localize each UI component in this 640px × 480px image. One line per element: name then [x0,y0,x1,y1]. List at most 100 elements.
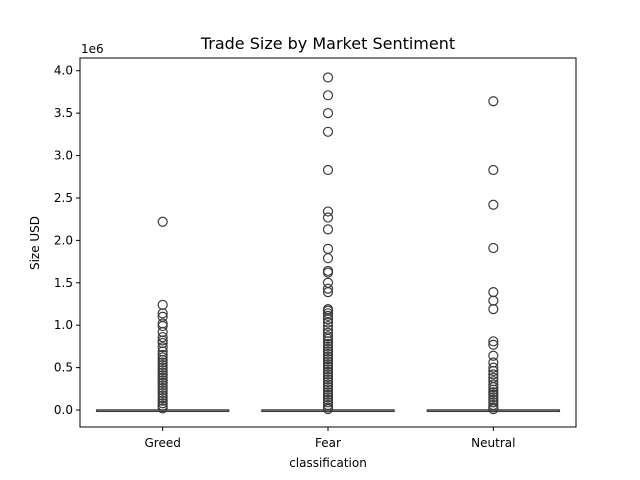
y-tick-label: 1.5 [54,276,73,290]
outlier-point [322,341,334,352]
chart-title: Trade Size by Market Sentiment [200,34,455,53]
y-tick-label: 4.0 [54,64,73,78]
outlier-point [322,314,334,325]
outlier-point [322,404,334,415]
outlier-point [488,199,499,210]
outlier-point [488,339,499,350]
outlier-point [488,387,499,398]
outlier-point [322,287,334,298]
outlier-point [157,398,168,409]
outlier-point [322,387,334,398]
outlier-point [488,365,499,377]
outlier-point [322,374,334,385]
outlier-point [157,390,168,401]
outlier-point [322,317,334,328]
outlier-point [322,359,334,370]
x-tick-label: Greed [144,436,180,450]
outlier-point [157,403,168,414]
outlier-point [157,331,168,343]
outlier-point [322,224,334,235]
outlier-point [322,389,334,400]
outlier-point [322,348,334,360]
outlier-point [322,283,334,294]
outlier-point [322,164,334,176]
outlier-point [322,108,334,119]
outlier-point [322,369,334,380]
outlier-point [157,380,168,391]
y-tick-label: 1.0 [54,318,73,332]
outlier-point [157,216,168,227]
outlier-point [322,343,334,355]
plot-area: 0.0 0.5 1.0 1.5 2.0 2.5 3.0 3.5 4.0 Greed Fear Neut… [54,64,561,450]
outlier-point [322,331,334,342]
outlier-point [157,385,168,396]
outlier-point [157,335,168,346]
outlier-point [322,351,334,362]
outlier-point [488,392,499,403]
outlier-point [157,372,168,383]
outlier-point [322,376,334,388]
outlier-point [322,384,334,395]
outlier-point [488,384,499,395]
y-axis-label: Size USD [28,216,42,270]
outlier-point [488,336,499,347]
outlier-point [157,395,168,406]
outlier-point [322,267,334,278]
outlier-point [157,308,168,319]
outlier-point [488,379,499,390]
x-axis-label: classification [289,456,367,470]
y-tick-label: 2.5 [54,191,73,205]
outlier-point [322,354,334,365]
outlier-point [157,320,168,332]
outlier-point [488,96,499,107]
y-tick-label: 0.5 [54,361,73,375]
outlier-point [157,370,168,381]
outlier-point [488,303,499,315]
outlier-point [157,393,168,404]
outlier-point [322,336,334,347]
outlier-point [157,357,168,368]
outlier-point [322,392,334,403]
outlier-point [322,346,334,357]
outlier-point [322,253,334,264]
outlier-point [488,382,499,393]
x-tick-label: Fear [315,436,341,450]
y-tick-label: 3.5 [54,106,73,120]
outlier-point [322,364,334,375]
outlier-point [157,349,168,360]
outlier-point [322,371,334,383]
outlier-point [488,350,499,361]
outlier-point [157,400,168,411]
outlier-point [322,382,334,393]
outlier-point [322,356,334,367]
outlier-point [322,361,334,372]
outlier-point [322,310,334,321]
outlier-point [157,352,168,363]
y-tick-label: 2.0 [54,233,73,247]
outlier-point [322,126,334,137]
outlier-point [488,369,499,380]
outlier-point [488,397,499,408]
outlier-point [157,362,168,373]
outlier-point [322,72,334,83]
outlier-point [322,366,334,377]
outlier-point [322,399,334,411]
outlier-point [322,212,334,223]
outlier-point [322,90,334,101]
outlier-point [488,242,499,254]
outlier-point [157,382,168,394]
outlier-point [322,397,334,408]
outlier-point [488,164,499,176]
y-tick-label: 3.0 [54,149,73,163]
outlier-point [488,389,499,400]
outlier-point [488,399,499,411]
x-tick-label: Neutral [471,436,515,450]
outlier-point [157,377,168,388]
outlier-point [157,387,168,399]
outlier-point [322,333,334,344]
y-offset-label: 1e6 [81,42,104,56]
outlier-point [157,365,168,376]
outlier-point [157,367,168,378]
